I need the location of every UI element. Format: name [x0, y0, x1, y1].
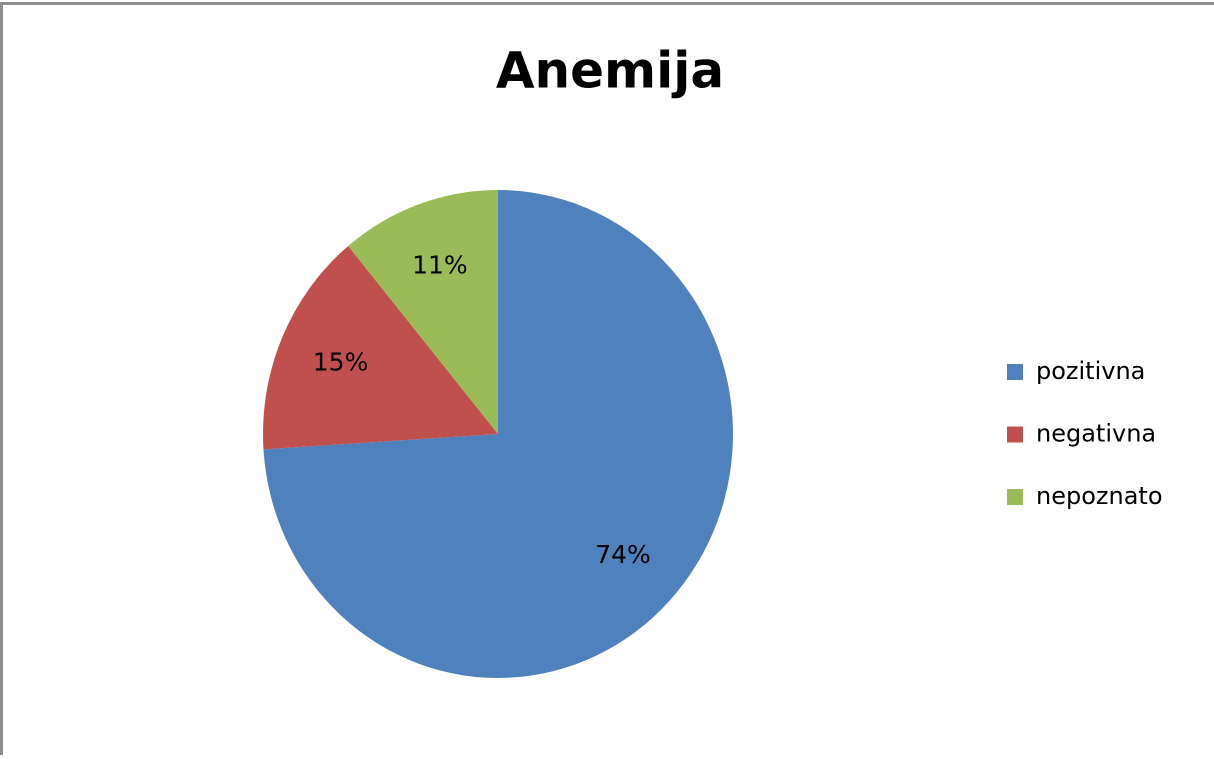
legend-swatch: [1007, 427, 1023, 443]
legend-swatch: [1007, 364, 1023, 380]
data-label: 74%: [595, 540, 651, 569]
data-label: 15%: [313, 347, 369, 376]
legend-label: pozitivna: [1036, 357, 1145, 385]
legend-label: nepoznato: [1036, 482, 1163, 510]
chart-title: Anemija: [496, 42, 724, 100]
legend-label: negativna: [1036, 420, 1156, 448]
data-label: 11%: [412, 250, 468, 279]
legend-swatch: [1007, 489, 1023, 505]
